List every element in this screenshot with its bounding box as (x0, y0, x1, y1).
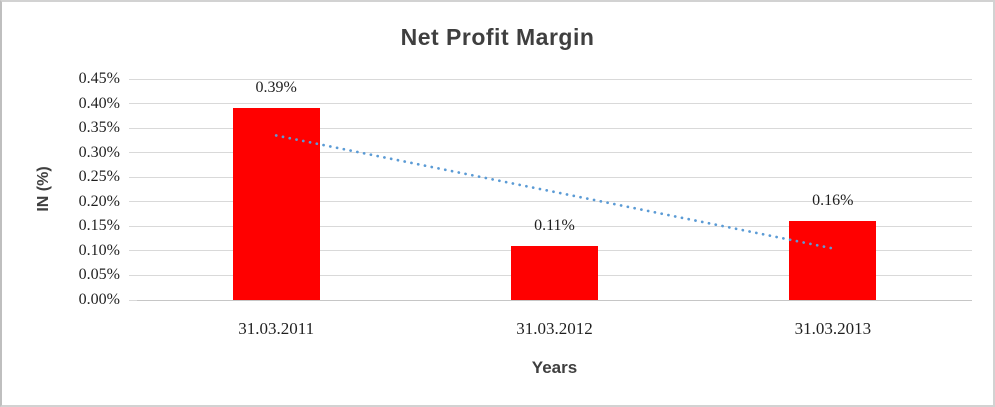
y-axis-tick (129, 176, 137, 178)
y-tick-label: 0.45% (78, 70, 120, 87)
y-tick-label: 0.10% (78, 241, 120, 259)
gridline (137, 299, 972, 301)
y-tick-label: 0.20% (78, 192, 120, 210)
y-tick-label: 0.15% (78, 217, 120, 235)
y-tick-label: 0.00% (78, 291, 120, 308)
y-tick-label: 0.05% (78, 266, 120, 284)
y-axis-tick (129, 78, 137, 80)
plot-area: 0.39% 0.11% 0.16% (137, 78, 972, 301)
y-axis-tick (129, 250, 137, 252)
y-axis-tick (129, 299, 137, 301)
y-axis-tick (129, 152, 137, 154)
y-tick-label: 0.35% (78, 119, 120, 137)
y-tick-label: 0.25% (78, 168, 120, 186)
gridline (137, 152, 972, 154)
gridline (137, 103, 972, 105)
bar-data-label: 0.16% (812, 192, 854, 210)
x-category-label: 31.03.2012 (516, 319, 593, 338)
y-axis-tick (129, 201, 137, 203)
y-axis-tick (129, 225, 137, 227)
bar-data-label: 0.11% (534, 216, 575, 234)
trendline-dotted-line (274, 134, 835, 250)
bar-data-label: 0.39% (255, 79, 297, 97)
trendline (274, 134, 835, 250)
gridline (137, 201, 972, 203)
gridline (137, 127, 972, 129)
y-axis-tick (129, 103, 137, 105)
chart-title: Net Profit Margin (400, 24, 595, 50)
x-category-label: 31.03.2011 (238, 319, 315, 338)
bar (511, 245, 598, 300)
x-axis-title: Years (531, 358, 578, 377)
gridline (137, 225, 972, 227)
y-axis-tick (129, 127, 137, 129)
bar (789, 221, 877, 300)
bar (232, 108, 320, 300)
gridline (137, 78, 972, 80)
x-category-label: 31.03.2013 (794, 319, 872, 338)
y-axis-tick (129, 274, 137, 276)
gridline (137, 176, 972, 178)
y-tick-label: 0.30% (78, 143, 120, 161)
y-tick-label: 0.40% (78, 94, 120, 112)
